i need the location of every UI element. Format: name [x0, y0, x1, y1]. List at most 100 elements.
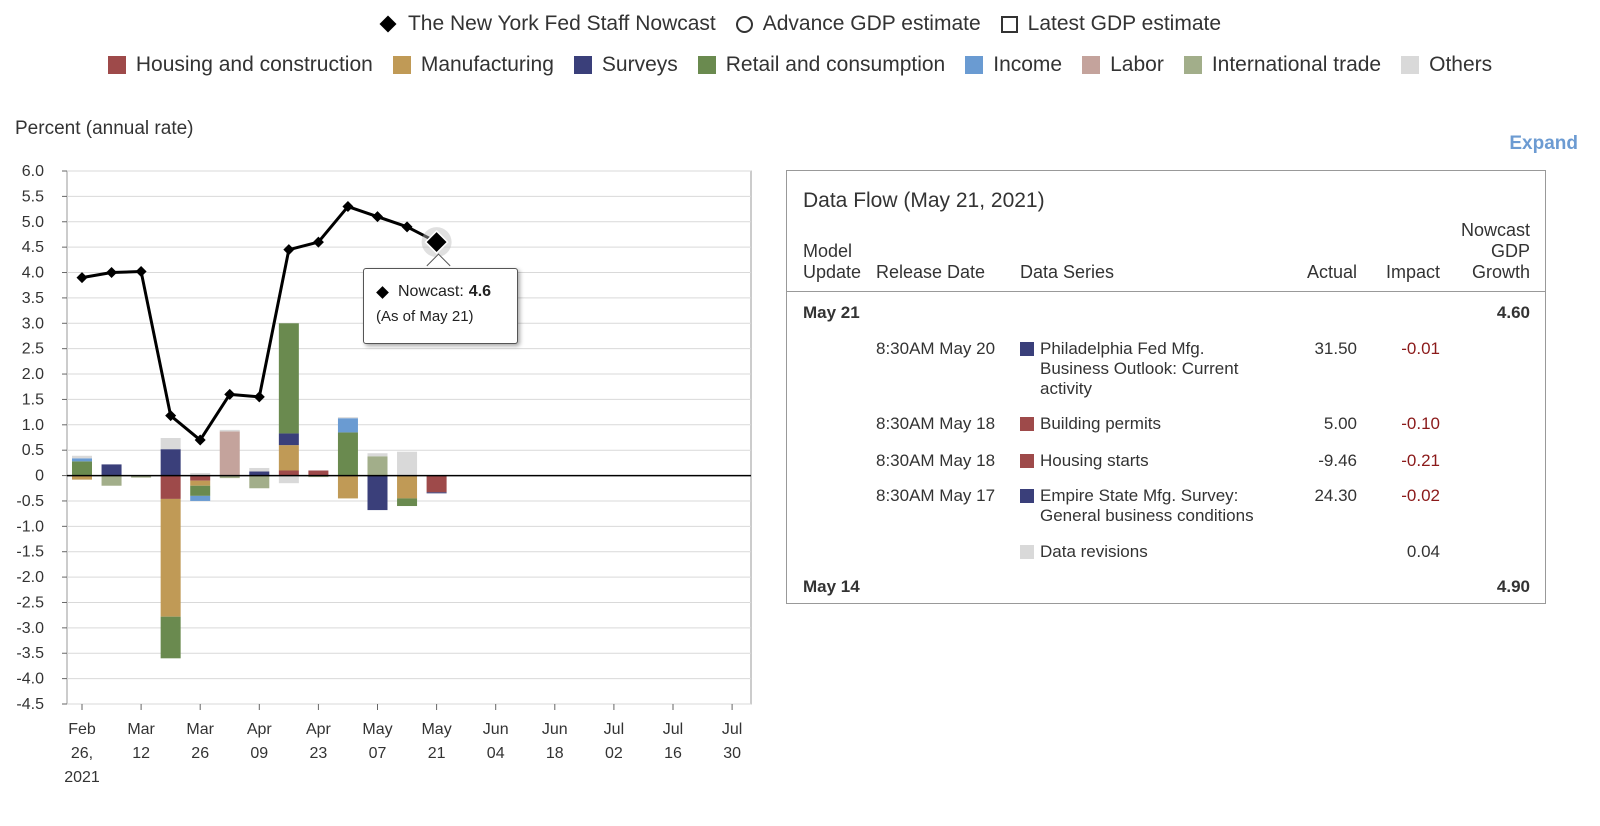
x-tick-label: 12	[132, 745, 150, 762]
y-tick-label: 1.5	[22, 391, 44, 408]
expand-link[interactable]: Expand	[1509, 133, 1578, 154]
series-line: Data revisions	[1040, 542, 1148, 561]
diamond-icon	[376, 285, 389, 299]
legend-item-income[interactable]: Income	[965, 53, 1062, 77]
header-nowcast-gdp-growth: Nowcast GDP Growth	[1437, 220, 1530, 283]
x-tick-label: Jun	[542, 721, 568, 738]
y-tick-label: -2.0	[16, 569, 44, 586]
tooltip-value: 4.6	[468, 283, 492, 300]
impact-bar-segment	[367, 453, 388, 457]
header-divider	[787, 291, 1545, 292]
legend-label: Labor	[1110, 53, 1164, 76]
plot-frame	[66, 170, 752, 705]
y-tick-label: 0.5	[22, 442, 44, 459]
legend-label: Advance GDP estimate	[762, 12, 981, 35]
impact-bar-segment	[160, 475, 181, 499]
y-tick-label: 0	[35, 468, 44, 485]
x-tick-label: 18	[546, 745, 564, 762]
impact-cell: -0.21	[1401, 451, 1440, 470]
series-line: Building permits	[1040, 414, 1161, 433]
release-date-cell: 8:30AM May 20	[876, 339, 996, 358]
y-tick-label: 5.0	[22, 214, 44, 231]
impact-bar-segment	[337, 432, 358, 476]
nowcast-point	[106, 267, 118, 279]
legend-item-international-trade[interactable]: International trade	[1183, 53, 1382, 77]
y-axis-ticks: 6.0 5.5 5.0 4.5 4.0 3.5 3.0 2.5 2.0 1.5 1.0 0.5 0 -0.…	[16, 163, 67, 713]
y-tick-label: -1.5	[16, 544, 44, 561]
nowcast-point	[76, 272, 88, 284]
x-tick-label: 02	[605, 745, 623, 762]
data-series-cell: Housing starts	[1040, 451, 1149, 471]
y-tick-label: 6.0	[22, 163, 44, 180]
series-line: activity	[1040, 379, 1092, 398]
header-model-update: Model Update	[803, 241, 861, 283]
x-tick-label: 07	[369, 745, 387, 762]
x-tick-label: Jun	[483, 721, 509, 738]
legend-item-retail[interactable]: Retail and consumption	[697, 53, 945, 77]
nowcast-line	[76, 201, 452, 446]
nowcast-point	[342, 201, 354, 213]
x-tick-label: Jul	[722, 721, 742, 738]
x-tick-label: Mar	[127, 721, 155, 738]
release-date-cell: 8:30AM May 17	[876, 486, 996, 505]
impact-bar-segment	[278, 445, 299, 471]
legend-item-nowcast[interactable]: The New York Fed Staff Nowcast	[379, 12, 716, 36]
release-date-cell: 8:30AM May 18	[876, 414, 996, 433]
series-line: Housing starts	[1040, 451, 1149, 470]
legend-item-latest-gdp[interactable]: Latest GDP estimate	[1000, 12, 1222, 36]
impact-bar-segment	[249, 467, 270, 472]
nowcast-value-previous: 4.90	[1496, 577, 1530, 596]
impact-bar-segment	[72, 475, 92, 480]
impact-bar-segment	[337, 475, 358, 499]
data-series-cell: Empire State Mfg. Survey: General busine…	[1040, 486, 1254, 526]
x-tick-label: 23	[310, 745, 328, 762]
x-tick-label: Jul	[604, 721, 624, 738]
impact-bar-segment	[190, 485, 211, 496]
x-axis-ticks: Feb 26, 2021 Mar 12 Mar 26 Apr 09 Apr 23 May 07 May 21…	[64, 704, 742, 786]
legend-item-surveys[interactable]: Surveys	[573, 53, 678, 77]
manufacturing-swatch-icon	[392, 56, 411, 74]
legend-label: Surveys	[601, 53, 678, 76]
impact-bar-segment	[397, 498, 418, 507]
housing-swatch-icon	[1020, 417, 1034, 431]
impact-bar-segment	[190, 480, 211, 486]
legend-item-labor[interactable]: Labor	[1082, 53, 1164, 77]
tooltip-label: Nowcast:	[398, 283, 464, 300]
grid-lines	[67, 170, 751, 705]
y-tick-label: 3.5	[22, 290, 44, 307]
impact-bar-segment	[101, 464, 122, 476]
legend-item-housing[interactable]: Housing and construction	[107, 53, 373, 77]
impact-bar-segment	[367, 456, 388, 476]
y-axis-unit-label: Percent (annual rate)	[15, 118, 194, 139]
nowcast-point	[135, 266, 147, 278]
legend-item-manufacturing[interactable]: Manufacturing	[392, 53, 554, 77]
impact-bar-segment	[131, 475, 152, 478]
legend-item-others[interactable]: Others	[1401, 53, 1492, 77]
actual-cell: -9.46	[1318, 451, 1357, 470]
x-tick-label: Apr	[247, 721, 273, 738]
legend-label: International trade	[1211, 53, 1382, 76]
impact-bar-segment	[278, 323, 299, 434]
y-tick-label: 2.5	[22, 341, 44, 358]
impact-bar-segment	[337, 417, 358, 419]
impact-bar-segment	[278, 475, 299, 484]
others-swatch-icon	[1401, 56, 1420, 74]
legend-item-advance-gdp[interactable]: Advance GDP estimate	[735, 12, 981, 36]
y-tick-label: -2.5	[16, 594, 44, 611]
nowcast-point	[312, 236, 324, 248]
legend-label: The New York Fed Staff Nowcast	[407, 12, 716, 35]
nowcast-point	[372, 211, 383, 223]
series-line: Empire State Mfg. Survey:	[1040, 486, 1239, 505]
x-tick-label: 26	[191, 745, 209, 762]
y-tick-label: -1.0	[16, 518, 44, 535]
nowcast-point-latest	[424, 230, 449, 255]
update-date-current: May 21	[803, 303, 860, 322]
update-date-previous: May 14	[803, 577, 860, 596]
x-tick-label: Feb	[68, 721, 96, 738]
header-impact: Impact	[1385, 262, 1440, 282]
series-line: Business Outlook: Current	[1040, 359, 1239, 378]
x-tick-label: 30	[723, 745, 741, 762]
x-tick-label: 09	[250, 745, 268, 762]
x-tick-label: 21	[428, 745, 446, 762]
legend-label: Latest GDP estimate	[1027, 12, 1222, 35]
